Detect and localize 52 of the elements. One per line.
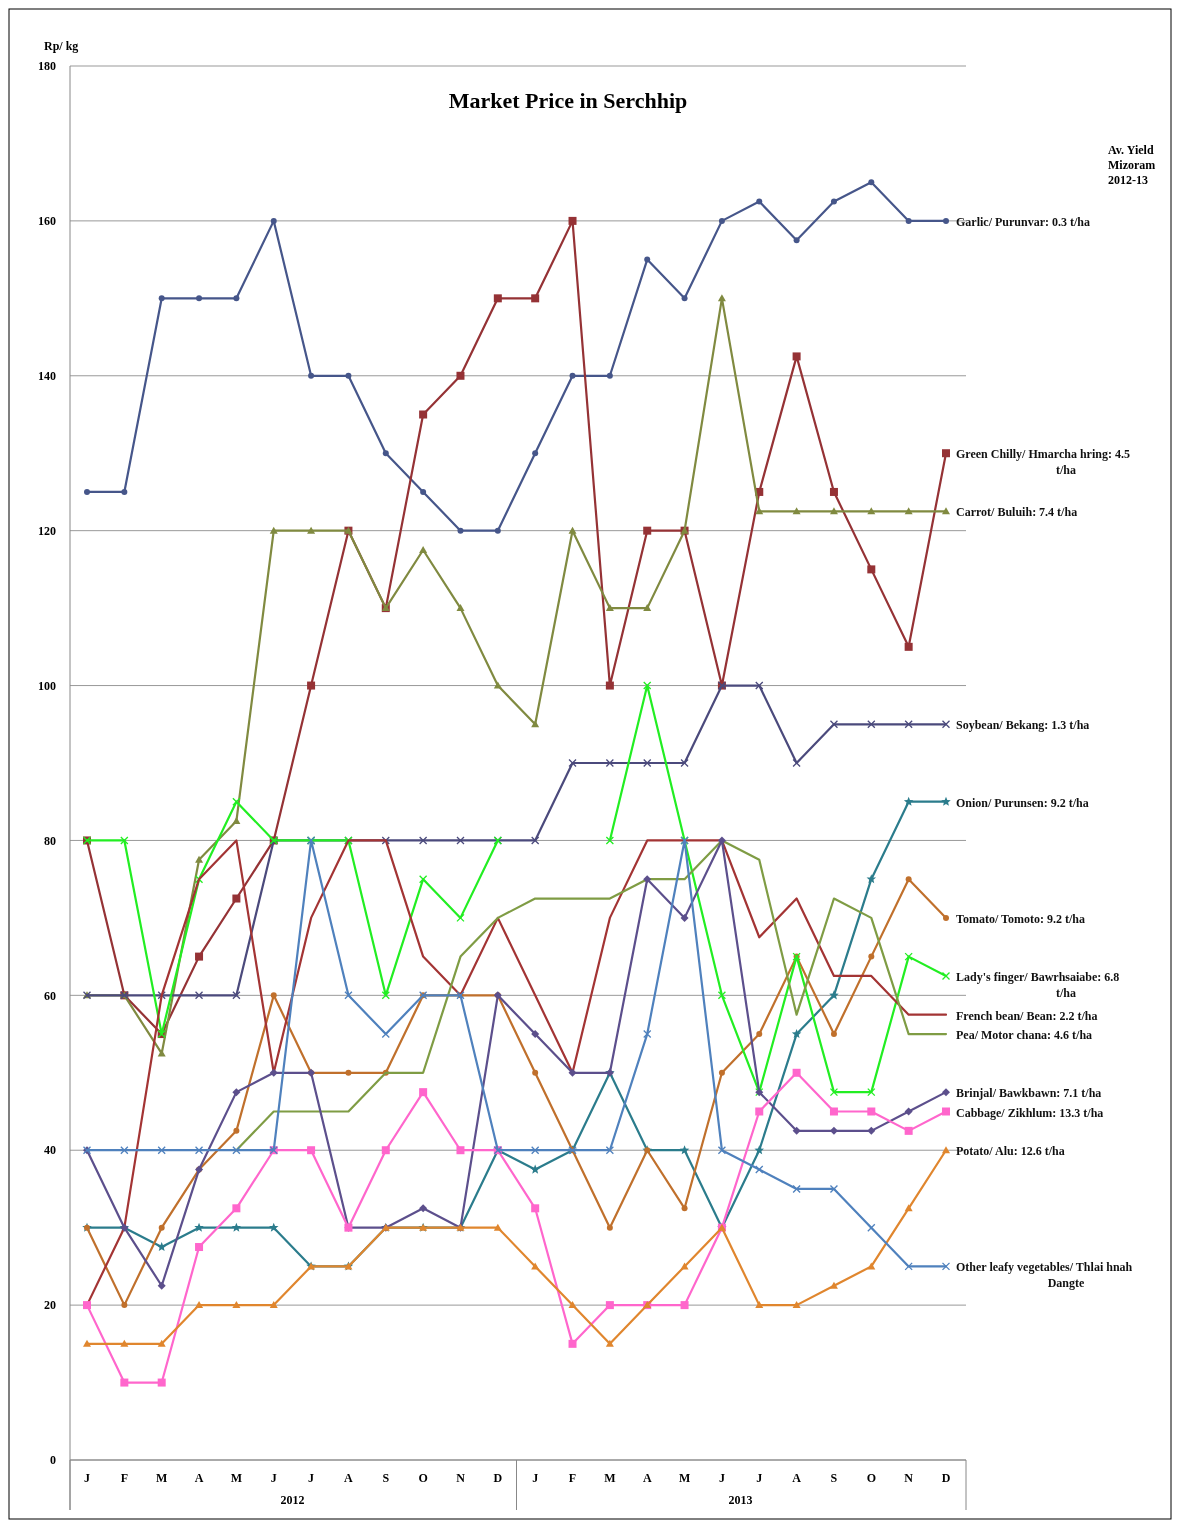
series-label: French bean/ Bean: 2.2 t/ha <box>956 1008 1098 1023</box>
x-tick-label: F <box>568 1471 577 1485</box>
x-tick-label: M <box>604 1471 616 1485</box>
series-label: Lady's finger/ Bawrhsaiabe: 6.8 t/ha <box>956 969 1120 1000</box>
x-tick-label: S <box>382 1471 390 1485</box>
y-tick-label: 100 <box>38 678 56 693</box>
series-label: Brinjal/ Bawkbawn: 7.1 t/ha <box>956 1086 1102 1101</box>
x-tick-label: O <box>866 1471 876 1485</box>
y-tick-label: 0 <box>50 1453 56 1468</box>
x-tick-label: J <box>308 1471 315 1485</box>
series-label: Garlic/ Purunvar: 0.3 t/ha <box>956 214 1090 229</box>
x-tick-label: J <box>84 1471 90 1485</box>
series-label: Soybean/ Bekang: 1.3 t/ha <box>956 718 1090 733</box>
x-tick-label: M <box>230 1471 243 1485</box>
x-tick-label: M <box>156 1471 168 1485</box>
series-label: Other leafy vegetables/ Thlai hnah Dangte <box>956 1260 1133 1291</box>
x-tick-label: J <box>532 1471 539 1485</box>
series-label: Pea/ Motor chana: 4.6 t/ha <box>956 1028 1093 1043</box>
text: Market Price in Serchhip <box>448 88 688 113</box>
text: 2013 <box>728 1493 753 1507</box>
y-tick-label: 80 <box>44 833 56 848</box>
series-label: Carrot/ Buluih: 7.4 t/ha <box>956 505 1078 520</box>
x-tick-label: J <box>718 1471 725 1485</box>
x-tick-label: A <box>642 1471 652 1485</box>
y-tick-label: 160 <box>38 214 56 229</box>
x-tick-label: A <box>194 1471 204 1485</box>
y-tick-label: 140 <box>38 368 56 383</box>
series-label: Potato/ Alu: 12.6 t/ha <box>956 1144 1065 1159</box>
y-tick-label: 180 <box>38 59 56 74</box>
y-tick-label: 120 <box>38 523 56 538</box>
x-tick-label: F <box>120 1471 129 1485</box>
x-tick-label: N <box>456 1471 466 1485</box>
x-tick-label: D <box>493 1471 503 1485</box>
series-label: Tomato/ Tomoto: 9.2 t/ha <box>956 911 1085 926</box>
y-tick-label: 20 <box>44 1298 56 1313</box>
x-tick-label: J <box>756 1471 763 1485</box>
x-tick-label: A <box>792 1471 802 1485</box>
series-label: Green Chilly/ Hmarcha hring: 4.5 t/ha <box>956 447 1130 478</box>
y-tick-label: 40 <box>44 1143 56 1158</box>
x-tick-label: M <box>678 1471 691 1485</box>
text: Av. Yield Mizoram 2012-13 <box>1108 143 1156 187</box>
y-axis-title: Rp/ kg <box>44 39 79 53</box>
x-tick-label: N <box>904 1471 914 1485</box>
y-tick-label: 60 <box>44 988 56 1003</box>
x-tick-label: A <box>344 1471 354 1485</box>
x-tick-label: D <box>941 1471 951 1485</box>
series-label: Cabbage/ Zikhlum: 13.3 t/ha <box>956 1105 1104 1120</box>
series-label: Onion/ Purunsen: 9.2 t/ha <box>956 795 1089 810</box>
x-tick-label: J <box>270 1471 277 1485</box>
text: 2012 <box>280 1493 305 1507</box>
x-tick-label: S <box>830 1471 838 1485</box>
x-tick-label: O <box>418 1471 428 1485</box>
